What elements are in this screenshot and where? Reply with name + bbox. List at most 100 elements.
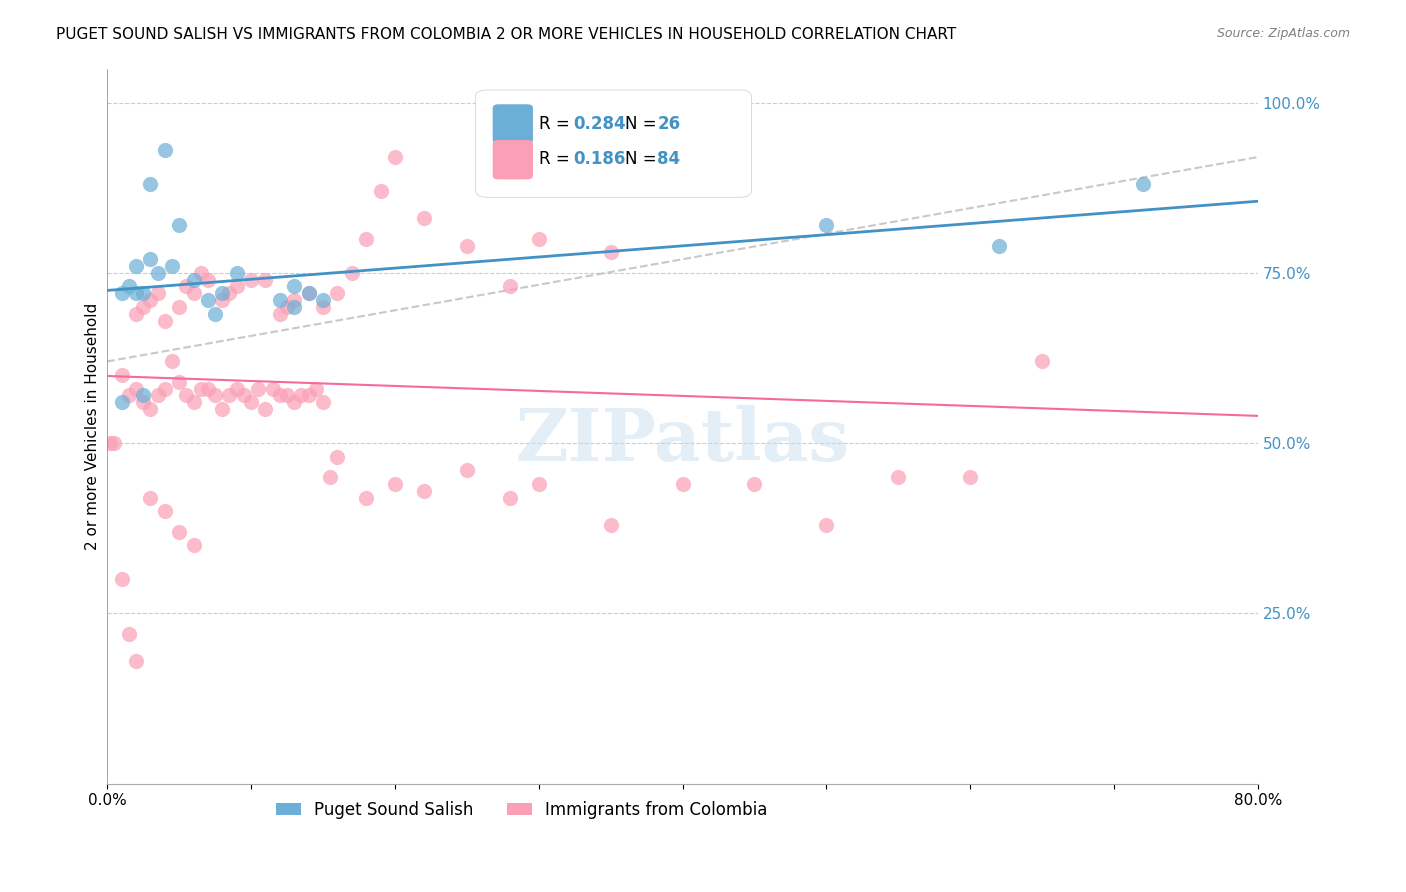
Point <box>132 388 155 402</box>
Point <box>1031 354 1053 368</box>
Point <box>204 307 226 321</box>
Point <box>527 477 550 491</box>
Point <box>225 266 247 280</box>
Point <box>167 375 190 389</box>
Text: ZIPatlas: ZIPatlas <box>516 405 849 476</box>
Point <box>218 388 240 402</box>
Point <box>305 382 328 396</box>
Point <box>146 286 169 301</box>
Point <box>276 388 298 402</box>
Point <box>499 279 522 293</box>
Point <box>183 273 205 287</box>
Point <box>312 300 335 314</box>
Point <box>160 259 183 273</box>
Point <box>211 402 233 417</box>
Point <box>319 470 342 484</box>
FancyBboxPatch shape <box>475 90 752 197</box>
Point <box>384 477 406 491</box>
Point <box>139 402 162 417</box>
Point <box>987 238 1010 252</box>
Text: 84: 84 <box>657 151 681 169</box>
Point <box>599 517 621 532</box>
Point <box>167 300 190 314</box>
Point <box>125 286 148 301</box>
Point <box>125 382 148 396</box>
Point <box>183 395 205 409</box>
FancyBboxPatch shape <box>492 104 533 144</box>
Point <box>125 654 148 668</box>
Point <box>139 252 162 267</box>
Point <box>225 279 247 293</box>
Point <box>283 293 305 307</box>
Point <box>111 573 134 587</box>
Point <box>197 382 219 396</box>
Point <box>153 504 176 518</box>
Point <box>412 211 434 226</box>
Point <box>456 238 478 252</box>
Point <box>297 286 319 301</box>
Point <box>283 395 305 409</box>
Point <box>262 382 284 396</box>
Point <box>190 382 212 396</box>
Point <box>111 368 134 382</box>
Point <box>139 293 162 307</box>
Point <box>326 450 349 464</box>
Point <box>959 470 981 484</box>
Text: PUGET SOUND SALISH VS IMMIGRANTS FROM COLOMBIA 2 OR MORE VEHICLES IN HOUSEHOLD C: PUGET SOUND SALISH VS IMMIGRANTS FROM CO… <box>56 27 956 42</box>
Point <box>111 286 134 301</box>
Point <box>176 388 198 402</box>
Point <box>269 307 291 321</box>
Point <box>599 245 621 260</box>
Point <box>276 300 298 314</box>
Point <box>125 307 148 321</box>
Y-axis label: 2 or more Vehicles in Household: 2 or more Vehicles in Household <box>86 302 100 549</box>
Point <box>297 286 319 301</box>
Point <box>103 436 125 450</box>
Point <box>160 354 183 368</box>
FancyBboxPatch shape <box>492 140 533 179</box>
Point <box>527 232 550 246</box>
Point <box>312 395 335 409</box>
Point <box>183 538 205 552</box>
Point <box>132 300 155 314</box>
Text: Source: ZipAtlas.com: Source: ZipAtlas.com <box>1216 27 1350 40</box>
Point <box>118 388 141 402</box>
Text: 26: 26 <box>657 115 681 133</box>
Point <box>176 279 198 293</box>
Point <box>297 388 319 402</box>
Point <box>111 395 134 409</box>
Point <box>139 178 162 192</box>
Point <box>290 388 312 402</box>
Point <box>340 266 363 280</box>
Point <box>153 382 176 396</box>
Point <box>98 436 121 450</box>
Point <box>240 395 263 409</box>
Point <box>132 395 155 409</box>
Point <box>118 627 141 641</box>
Point <box>225 382 247 396</box>
Point <box>167 218 190 232</box>
Point <box>269 293 291 307</box>
Text: 0.186: 0.186 <box>574 151 626 169</box>
Point <box>183 286 205 301</box>
Text: 0.284: 0.284 <box>574 115 626 133</box>
Point <box>354 232 377 246</box>
Point <box>247 382 270 396</box>
Point <box>1132 178 1154 192</box>
Point <box>218 286 240 301</box>
Point <box>815 517 838 532</box>
Point <box>370 184 392 198</box>
Point <box>167 524 190 539</box>
Point <box>269 388 291 402</box>
Point <box>190 266 212 280</box>
Point <box>211 286 233 301</box>
Text: N =: N = <box>626 151 662 169</box>
Point <box>232 388 254 402</box>
Text: R =: R = <box>538 115 575 133</box>
Point <box>283 279 305 293</box>
Point <box>132 286 155 301</box>
Point <box>153 313 176 327</box>
Point <box>125 259 148 273</box>
Point <box>204 388 226 402</box>
Point <box>139 491 162 505</box>
